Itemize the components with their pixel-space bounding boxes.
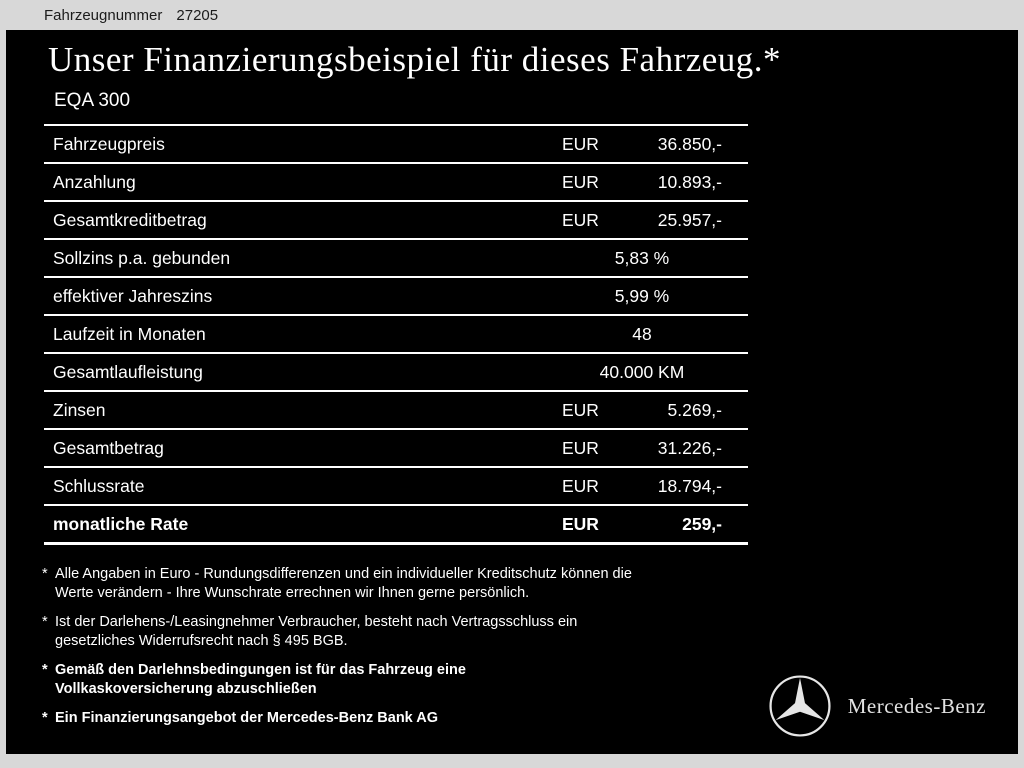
- currency-label: EUR: [562, 475, 599, 496]
- brand-area: Mercedes-Benz: [768, 674, 986, 738]
- vehicle-model: EQA 300: [54, 90, 131, 111]
- table-row: Zinsen EUR 5.269,-: [44, 392, 748, 430]
- row-value: 5,83 %: [614, 247, 670, 268]
- footnote: * Alle Angaben in Euro - Rundungsdiffere…: [42, 565, 1018, 603]
- vehicle-number-bar: Fahrzeugnummer 27205: [0, 0, 1024, 30]
- row-label: Gesamtlaufleistung: [53, 361, 203, 382]
- bottom-frame-strip: [0, 754, 1024, 768]
- row-value: 259,-: [682, 513, 722, 534]
- footnote: * Ein Finanzierungsangebot der Mercedes-…: [42, 709, 1018, 728]
- page-title: Unser Finanzierungsbeispiel für dieses F…: [48, 40, 782, 79]
- table-row: Anzahlung EUR 10.893,-: [44, 164, 748, 202]
- currency-label: EUR: [562, 209, 599, 230]
- mercedes-benz-wordmark: Mercedes-Benz: [847, 693, 986, 718]
- table-row: Laufzeit in Monaten 48: [44, 316, 748, 354]
- main-content: Unser Finanzierungsbeispiel für dieses F…: [6, 30, 1018, 754]
- footnote-text: Ist der Darlehens-/Leasingnehmer Verbrau…: [55, 614, 578, 649]
- row-label: effektiver Jahreszins: [53, 285, 213, 306]
- footnote-text: Ein Finanzierungsangebot der Mercedes-Be…: [55, 710, 438, 726]
- currency-label: EUR: [562, 399, 599, 420]
- table-row: Schlussrate EUR 18.794,-: [44, 468, 748, 506]
- vehicle-number-label: Fahrzeugnummer: [44, 6, 163, 24]
- footnote-marker: *: [42, 662, 48, 678]
- financing-table: Fahrzeugpreis EUR 36.850,- Anzahlung EUR 1…: [44, 124, 748, 545]
- footnote: * Ist der Darlehens-/Leasingnehmer Verbr…: [42, 613, 1018, 651]
- footnote-marker: *: [42, 710, 48, 726]
- footnote: * Gemäß den Darlehnsbedingungen ist für …: [42, 661, 1018, 699]
- footnote-marker: *: [42, 614, 48, 630]
- vehicle-number-value: 27205: [176, 6, 219, 24]
- footnote-text: Gemäß den Darlehnsbedingungen ist für da…: [55, 662, 466, 697]
- row-label: monatliche Rate: [53, 513, 189, 534]
- row-label: Schlussrate: [53, 475, 145, 496]
- row-label: Sollzins p.a. gebunden: [53, 247, 231, 268]
- row-value: 5.269,-: [667, 399, 722, 420]
- row-value: 48: [632, 323, 652, 344]
- table-row: Sollzins p.a. gebunden 5,83 %: [44, 240, 748, 278]
- table-row-monthly-rate: monatliche Rate EUR 259,-: [44, 506, 748, 545]
- footnote-marker: *: [42, 566, 48, 582]
- currency-label: EUR: [562, 171, 599, 192]
- row-value: 18.794,-: [657, 475, 722, 496]
- table-row: Gesamtlaufleistung 40.000 KM: [44, 354, 748, 392]
- table-row: effektiver Jahreszins 5,99 %: [44, 278, 748, 316]
- row-label: Gesamtkreditbetrag: [53, 209, 207, 230]
- table-row: Gesamtkreditbetrag EUR 25.957,-: [44, 202, 748, 240]
- row-label: Laufzeit in Monaten: [53, 323, 206, 344]
- row-label: Zinsen: [53, 399, 106, 420]
- table-row: Fahrzeugpreis EUR 36.850,-: [44, 126, 748, 164]
- table-row: Gesamtbetrag EUR 31.226,-: [44, 430, 748, 468]
- row-value: 10.893,-: [657, 171, 722, 192]
- mercedes-star-icon: [769, 675, 831, 737]
- row-value: 5,99 %: [614, 285, 670, 306]
- currency-label: EUR: [562, 437, 599, 458]
- row-label: Gesamtbetrag: [53, 437, 164, 458]
- row-value: 25.957,-: [657, 209, 722, 230]
- row-value: 31.226,-: [657, 437, 722, 458]
- row-label: Anzahlung: [53, 171, 136, 192]
- currency-label: EUR: [562, 133, 599, 154]
- footnotes-section: * Alle Angaben in Euro - Rundungsdiffere…: [42, 565, 1018, 728]
- currency-label: EUR: [562, 513, 599, 534]
- row-value: 36.850,-: [657, 133, 722, 154]
- row-value: 40.000 KM: [599, 361, 685, 382]
- footnote-text: Alle Angaben in Euro - Rundungsdifferenz…: [55, 566, 632, 601]
- row-label: Fahrzeugpreis: [53, 133, 165, 154]
